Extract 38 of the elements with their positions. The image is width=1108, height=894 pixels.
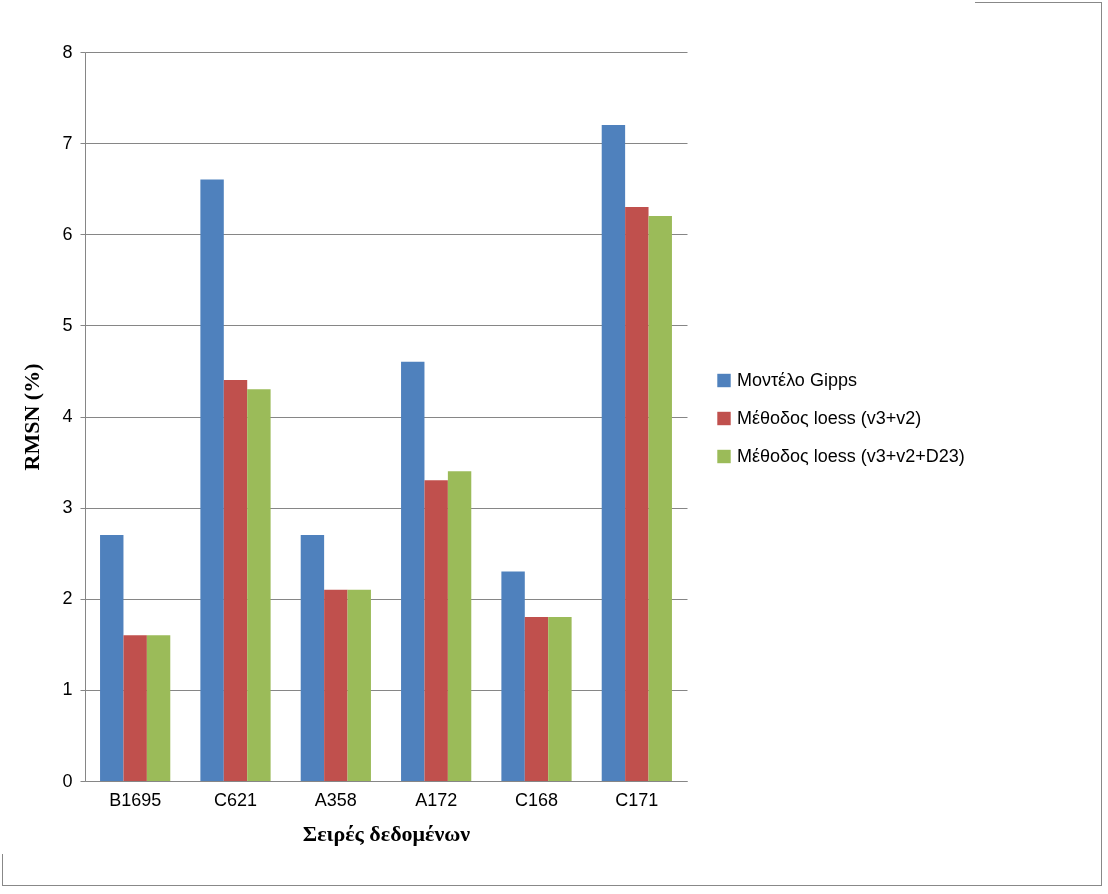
bar: [324, 589, 348, 781]
bar: [200, 179, 224, 781]
bar: [601, 124, 626, 781]
bar: [625, 206, 649, 781]
y-tick-label: 2: [62, 588, 73, 609]
bar: [548, 616, 572, 781]
x-tick-label: B1695: [109, 789, 162, 810]
y-tick-label: 8: [62, 41, 73, 62]
bar: [424, 480, 448, 781]
y-tick-label: 7: [62, 132, 73, 153]
x-tick-label: C621: [213, 789, 258, 810]
bar: [247, 389, 271, 781]
bar: [401, 361, 425, 781]
y-tick-label: 0: [62, 770, 73, 791]
bar: [300, 534, 325, 781]
x-axis-title: Σειρές δεδομένων: [302, 820, 471, 846]
y-axis-title: RMSN (%): [19, 363, 45, 471]
y-tick-label: 3: [62, 497, 73, 518]
y-tick-label: 1: [62, 679, 73, 700]
legend-label: Μέθοδος loess (v3+v2+D23): [737, 445, 965, 466]
bar: [123, 635, 147, 781]
bar: [146, 635, 171, 781]
legend-label: Μοντέλο Gipps: [737, 369, 857, 390]
bar: [648, 216, 672, 781]
x-tick-label: C168: [514, 789, 559, 810]
y-tick-label: 4: [62, 406, 73, 426]
bar: [447, 471, 472, 781]
bar: [524, 616, 549, 781]
bar: [501, 571, 525, 781]
x-tick-label: A358: [314, 789, 357, 810]
bar: [100, 534, 124, 781]
bar: [223, 380, 248, 781]
y-tick-label: 5: [62, 314, 73, 335]
legend-label: Μέθοδος loess (v3+v2): [737, 407, 922, 428]
x-tick-label: C171: [615, 789, 659, 810]
y-tick-label: 6: [62, 223, 73, 244]
bar: [347, 589, 371, 781]
x-tick-label: A172: [415, 789, 458, 810]
